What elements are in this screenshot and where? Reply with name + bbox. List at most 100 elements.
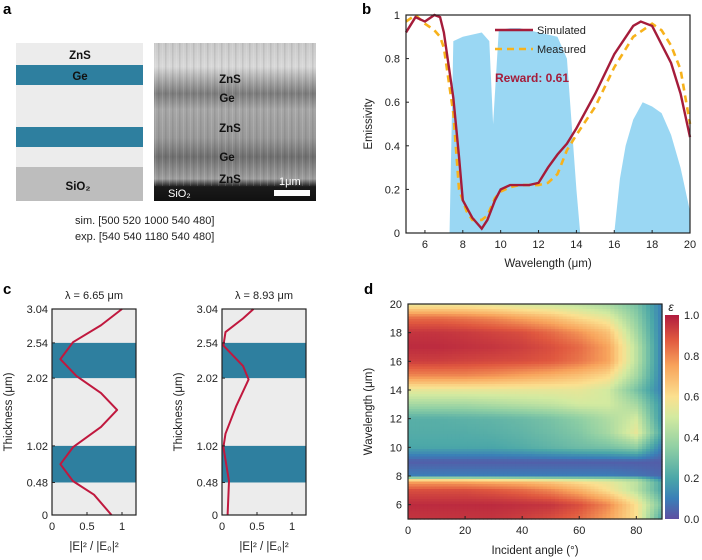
heatmap-cell bbox=[411, 441, 417, 445]
heatmap-cell bbox=[646, 419, 651, 423]
heatmap-cell bbox=[511, 396, 516, 400]
heatmap-cell bbox=[447, 384, 453, 388]
heatmap-cell bbox=[523, 364, 528, 368]
heatmap-cell bbox=[475, 334, 481, 338]
heatmap-cell bbox=[542, 424, 548, 428]
heatmap-cell bbox=[451, 451, 457, 455]
heatmap-cell bbox=[562, 404, 568, 408]
heatmap-cell bbox=[566, 354, 572, 358]
heatmap-cell bbox=[642, 456, 647, 460]
heatmap-cell bbox=[503, 394, 508, 398]
heatmap-cell bbox=[439, 411, 445, 415]
heatmap-cell bbox=[638, 406, 643, 410]
heatmap-cell bbox=[538, 389, 544, 393]
heatmap-cell bbox=[646, 421, 651, 425]
heatmap-cell bbox=[650, 436, 655, 440]
heatmap-cell bbox=[411, 459, 417, 463]
heatmap-cell bbox=[590, 324, 596, 328]
heatmap-cell bbox=[626, 396, 631, 400]
heatmap-cell bbox=[614, 326, 619, 330]
heatmap-cell bbox=[646, 416, 651, 420]
heatmap-cell bbox=[622, 321, 627, 325]
heatmap-cell bbox=[447, 471, 453, 475]
heatmap-cell bbox=[499, 379, 504, 383]
heatmap-cell bbox=[650, 429, 655, 433]
heatmap-cell bbox=[495, 389, 500, 393]
heatmap-cell bbox=[642, 324, 647, 328]
heatmap-cell bbox=[511, 394, 516, 398]
heatmap-cell bbox=[475, 394, 481, 398]
heatmap-cell bbox=[570, 421, 576, 425]
heatmap-cell bbox=[598, 329, 604, 333]
heatmap-cell bbox=[598, 311, 604, 315]
heatmap-cell bbox=[546, 381, 552, 385]
heatmap-cell bbox=[594, 484, 600, 488]
heatmap-cell bbox=[495, 456, 500, 460]
heatmap-cell bbox=[479, 411, 485, 415]
heatmap-cell bbox=[451, 336, 457, 340]
heatmap-cell bbox=[538, 441, 544, 445]
heatmap-cell bbox=[626, 481, 631, 485]
heatmap-cell bbox=[507, 426, 512, 430]
heatmap-cell bbox=[658, 439, 663, 443]
heatmap-cell bbox=[503, 379, 508, 383]
heatmap-cell bbox=[459, 431, 465, 435]
heatmap-cell bbox=[658, 361, 663, 365]
heatmap-cell bbox=[408, 426, 413, 430]
heatmap-cell bbox=[602, 379, 608, 383]
heatmap-cell bbox=[431, 421, 437, 425]
heatmap-cell bbox=[459, 381, 465, 385]
heatmap-cell bbox=[431, 391, 437, 395]
heatmap-cell bbox=[638, 469, 643, 473]
heatmap-cell bbox=[503, 486, 508, 490]
heatmap-cell bbox=[602, 409, 608, 413]
heatmap-cell bbox=[467, 411, 473, 415]
heatmap-cell bbox=[626, 461, 631, 465]
heatmap-cell bbox=[479, 384, 485, 388]
heatmap-cell bbox=[479, 364, 485, 368]
heatmap-cell bbox=[408, 366, 413, 370]
heatmap-cell bbox=[594, 399, 600, 403]
heatmap-cell bbox=[467, 351, 473, 355]
heatmap-cell bbox=[578, 419, 584, 423]
heatmap-cell bbox=[455, 411, 461, 415]
heatmap-cell bbox=[435, 381, 441, 385]
heatmap-cell bbox=[538, 366, 544, 370]
heatmap-cell bbox=[654, 384, 659, 388]
heatmap-cell bbox=[618, 429, 623, 433]
heatmap-cell bbox=[527, 401, 532, 405]
heatmap-cell bbox=[642, 316, 647, 320]
heatmap-cell bbox=[650, 434, 655, 438]
heatmap-cell bbox=[602, 419, 608, 423]
heatmap-cell bbox=[618, 351, 623, 355]
heatmap-cell bbox=[491, 451, 496, 455]
heatmap-cell bbox=[538, 356, 544, 360]
heatmap-cell bbox=[471, 491, 477, 495]
heatmap-cell bbox=[642, 349, 647, 353]
heatmap-cell bbox=[614, 436, 619, 440]
heatmap-cell bbox=[499, 384, 504, 388]
heatmap-cell bbox=[511, 451, 516, 455]
heatmap-cell bbox=[630, 329, 635, 333]
heatmap-cell bbox=[423, 364, 429, 368]
heatmap-cell bbox=[578, 481, 584, 485]
heatmap-cell bbox=[491, 394, 496, 398]
heatmap-cell bbox=[562, 411, 568, 415]
heatmap-cell bbox=[618, 364, 623, 368]
heatmap-cell bbox=[538, 386, 544, 390]
heatmap-cell bbox=[574, 356, 580, 360]
heatmap-cell bbox=[586, 366, 592, 370]
heatmap-cell bbox=[427, 309, 433, 313]
heatmap-cell bbox=[566, 321, 572, 325]
heatmap-cell bbox=[503, 354, 508, 358]
heatmap-cell bbox=[443, 406, 449, 410]
heatmap-cell bbox=[503, 396, 508, 400]
heatmap-cell bbox=[511, 349, 516, 353]
heatmap-cell bbox=[527, 466, 532, 470]
heatmap-cell bbox=[408, 354, 413, 358]
heatmap-cell bbox=[610, 306, 615, 310]
heatmap-cell bbox=[463, 374, 469, 378]
heatmap-cell bbox=[507, 344, 512, 348]
heatmap-cell bbox=[574, 384, 580, 388]
sem-label-zns-2: ZnS bbox=[219, 123, 241, 135]
